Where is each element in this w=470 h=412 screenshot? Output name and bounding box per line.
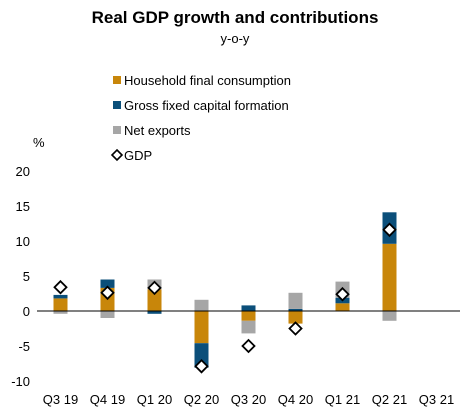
bar-segment-series-2 [53, 294, 68, 299]
x-tick-label: Q1 21 [325, 392, 360, 407]
bar-segment-series-3 [53, 311, 68, 314]
legend-swatch-3 [113, 126, 121, 134]
y-tick-label: -5 [18, 339, 30, 354]
legend-swatch-1 [113, 76, 121, 84]
x-axis: Q3 19 Q4 19 Q1 20 Q2 20 Q3 20 Q4 20 Q1 21 Q2 21… [43, 392, 454, 407]
bar-segment-series-3 [288, 292, 303, 309]
x-tick-label: Q3 20 [231, 392, 266, 407]
y-tick-label: 0 [23, 304, 30, 319]
legend-swatch-2 [113, 101, 121, 109]
y-tick-label: 20 [16, 164, 30, 179]
x-tick-label: Q1 20 [137, 392, 172, 407]
legend-label-3: Net exports [124, 123, 191, 138]
bar-segment-series-3 [100, 311, 115, 318]
gdp-marker [382, 222, 397, 238]
chart-title: Real GDP growth and contributions [91, 8, 379, 27]
x-tick-label: Q3 21 [419, 392, 454, 407]
legend-swatch-gdp [110, 148, 124, 162]
legend: Household final consumption Gross fixed c… [110, 73, 291, 163]
x-tick-label: Q4 20 [278, 392, 313, 407]
legend-label-2: Gross fixed capital formation [124, 98, 289, 113]
x-tick-label: Q3 19 [43, 392, 78, 407]
chart-subtitle: y-o-y [220, 31, 250, 46]
gdp-markers [53, 222, 397, 374]
bar-segment-series-2 [100, 279, 115, 288]
x-tick-label: Q2 20 [184, 392, 219, 407]
bar-segment-series-2 [147, 311, 162, 314]
bar-segment-series-1 [335, 303, 350, 311]
gdp-marker [100, 285, 115, 301]
gdp-marker [241, 338, 256, 354]
bar-segment-series-1 [147, 289, 162, 311]
y-tick-label: 15 [16, 199, 30, 214]
legend-label-1: Household final consumption [124, 73, 291, 88]
gdp-marker [194, 359, 209, 374]
bar-segment-series-1 [194, 311, 209, 344]
y-tick-label: 10 [16, 234, 30, 249]
gdp-marker [53, 279, 68, 295]
bar-segment-series-2 [241, 305, 256, 311]
y-axis: -10 -5 0 5 10 15 20 [11, 164, 30, 389]
gdp-marker [335, 286, 350, 302]
gdp-marker [288, 321, 303, 336]
legend-label-gdp: GDP [124, 148, 152, 163]
y-tick-label: -10 [11, 374, 30, 389]
bar-segment-series-1 [241, 311, 256, 321]
bar-segment-series-3 [194, 299, 209, 311]
bar-segment-series-1 [288, 311, 303, 324]
x-tick-label: Q4 19 [90, 392, 125, 407]
gdp-marker [147, 280, 162, 296]
y-tick-label: 5 [23, 269, 30, 284]
bar-segment-series-2 [288, 308, 303, 311]
y-axis-label: % [33, 135, 45, 150]
bar-segment-series-2 [194, 343, 209, 368]
x-tick-label: Q2 21 [372, 392, 407, 407]
bar-segment-series-1 [382, 243, 397, 311]
bar-segment-series-3 [241, 320, 256, 334]
bar-segment-series-3 [382, 311, 397, 321]
bar-segment-series-1 [53, 298, 68, 311]
